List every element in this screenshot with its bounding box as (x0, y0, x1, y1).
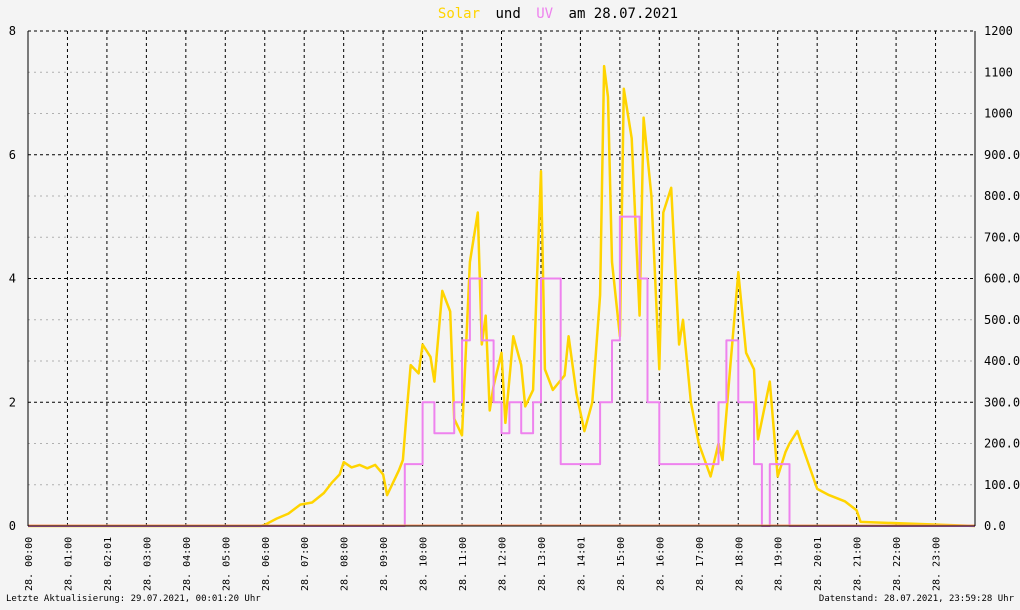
y-left-tick-label: 2 (9, 395, 16, 409)
axes (27, 31, 976, 527)
x-tick-label: 28. 02:01 (103, 537, 114, 591)
x-tick-label: 28. 04:00 (182, 537, 193, 591)
title-solar: Solar (438, 6, 480, 22)
y-right-tick-label: 1100 (984, 65, 1013, 79)
x-tick-label: 28. 23:00 (932, 537, 943, 591)
grid (28, 30, 975, 526)
y-left-tick-label: 0 (9, 519, 16, 533)
footer-last-update: Letzte Aktualisierung: 29.07.2021, 00:01… (6, 594, 261, 604)
tick-labels: 0 2 4 6 8 0.0 100.0 200.0 300.0 400.0 500.0 600.0 70… (9, 24, 1020, 591)
chart-title: Solar und UV am 28.07.2021 (438, 6, 678, 22)
y-right-tick-label: 300.0 (984, 395, 1020, 409)
x-tick-label: 28. 01:00 (63, 537, 74, 591)
x-tick-label: 28. 18:00 (734, 537, 745, 591)
x-tick-label: 28. 14:01 (576, 537, 587, 591)
x-tick-label: 28. 07:00 (300, 537, 311, 591)
y-left-tick-label: 8 (9, 24, 16, 38)
x-tick-label: 28. 09:00 (379, 537, 390, 591)
title-uv: UV (536, 6, 553, 22)
x-tick-label: 28. 00:00 (24, 537, 35, 591)
x-tick-label: 28. 06:00 (261, 537, 272, 591)
x-tick-label: 28. 13:00 (537, 537, 548, 591)
title-und: und (495, 6, 520, 22)
solar-series-line (28, 64, 976, 528)
x-tick-label: 28. 15:00 (616, 537, 627, 591)
x-tick-label: 28. 19:00 (774, 537, 785, 591)
y-right-tick-label: 600.0 (984, 272, 1020, 286)
y-right-tick-label: 500.0 (984, 313, 1020, 327)
y-right-tick-label: 400.0 (984, 354, 1020, 368)
y-right-tick-label: 800.0 (984, 189, 1020, 203)
y-right-tick-label: 0.0 (984, 519, 1006, 533)
y-right-tick-label: 900.0 (984, 148, 1020, 162)
x-tick-label: 28. 03:00 (142, 537, 153, 591)
footer-data-status: Datenstand: 28.07.2021, 23:59:28 Uhr (819, 594, 1015, 604)
y-left-tick-label: 6 (9, 148, 16, 162)
y-right-tick-label: 100.0 (984, 478, 1020, 492)
y-right-tick-label: 700.0 (984, 230, 1020, 244)
x-tick-label: 28. 21:00 (853, 537, 864, 591)
y-left-tick-label: 4 (9, 272, 16, 286)
x-tick-label: 28. 16:00 (655, 537, 666, 591)
x-tick-label: 28. 12:00 (498, 537, 509, 591)
title-date: am 28.07.2021 (569, 6, 679, 22)
y-right-tick-label: 1000 (984, 107, 1013, 121)
y-right-tick-label: 200.0 (984, 437, 1020, 451)
x-tick-label: 28. 22:00 (892, 537, 903, 591)
x-tick-label: 28. 17:00 (695, 537, 706, 591)
y-right-tick-label: 1200 (984, 24, 1013, 38)
x-tick-label: 28. 20:01 (813, 537, 824, 591)
x-tick-label: 28. 08:00 (340, 537, 351, 591)
x-tick-label: 28. 10:00 (419, 537, 430, 591)
x-tick-label: 28. 05:00 (221, 537, 232, 591)
uv-series-line (28, 215, 975, 527)
x-tick-label: 28. 11:00 (458, 537, 469, 591)
